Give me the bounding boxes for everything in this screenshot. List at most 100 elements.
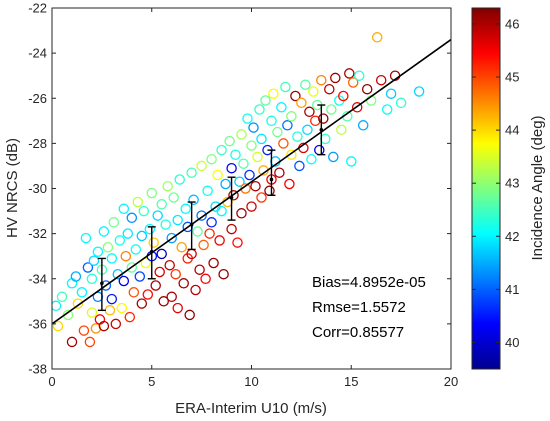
scatter-point: [118, 203, 130, 215]
x-tick-label: 10: [244, 374, 258, 389]
scatter-point: [180, 203, 191, 215]
scatter-point: [385, 88, 397, 99]
colorbar-ticks: 40 41 42 43 44 45 46: [472, 16, 519, 350]
scatter-point: [80, 232, 92, 244]
scatter-point: [150, 280, 161, 291]
error-bars: [97, 104, 326, 312]
scatter-point: [395, 97, 407, 109]
scatter-point: [268, 88, 279, 99]
error-bar: [97, 257, 106, 312]
scatter-point: [276, 102, 287, 113]
scatter-point: [286, 111, 297, 122]
scatter-point: [250, 180, 261, 192]
scatter-point: [381, 104, 393, 115]
scatter-point: [236, 208, 247, 219]
scatter-point: [176, 241, 187, 253]
scatter-point: [136, 298, 148, 309]
scatter-point: [296, 97, 307, 109]
scatter-point: [86, 307, 98, 318]
colorbar-tick-label: 43: [505, 176, 519, 191]
scatter-point: [256, 192, 267, 203]
scatter-point: [196, 210, 207, 221]
x-tick-label: 0: [48, 374, 55, 389]
scatter-point: [361, 83, 373, 95]
scatter-point: [188, 194, 199, 206]
scatter-point: [260, 95, 271, 106]
y-tick-label: -34: [28, 271, 47, 286]
error-bar-mean: [269, 177, 274, 182]
scatter-point: [252, 151, 263, 163]
scatter-point: [70, 271, 82, 282]
scatter-point: [154, 266, 165, 278]
scatter-point: [226, 223, 237, 235]
scatter-point: [186, 167, 197, 178]
scatter-point: [198, 239, 209, 251]
x-axis-label: ERA-Interim U10 (m/s): [175, 400, 327, 417]
scatter-point: [256, 133, 267, 145]
scatter-point: [190, 284, 201, 296]
scatter-point: [124, 311, 136, 323]
scatter-point: [194, 264, 205, 275]
scatter-point: [168, 192, 179, 203]
scatter-point: [246, 201, 257, 212]
scatter-point: [76, 287, 88, 298]
scatter-point: [126, 212, 138, 224]
scatter-point: [160, 219, 171, 230]
scatter-points: [52, 32, 425, 348]
scatter-point: [328, 151, 339, 163]
error-bar: [317, 104, 326, 156]
scatter-point: [236, 129, 247, 140]
scatter-point: [286, 149, 297, 160]
scatter-point: [98, 320, 110, 332]
scatter-point: [170, 268, 181, 280]
colorbar-tick-label: 44: [505, 123, 519, 138]
scatter-point: [156, 248, 167, 260]
scatter-point: [206, 153, 217, 165]
scatter-point: [234, 176, 245, 187]
stat-corr: Corr=0.85577: [312, 324, 404, 341]
scatter-point: [280, 81, 291, 93]
scatter-point: [130, 244, 142, 255]
scatter-point: [136, 230, 148, 242]
scatter-point: [212, 169, 223, 181]
scatter-point: [184, 309, 195, 321]
scatter-point: [254, 104, 265, 115]
scatter-point: [92, 246, 104, 257]
scatter-point: [230, 149, 241, 160]
error-bar-mean: [319, 128, 324, 132]
scatter-point: [158, 296, 169, 307]
scatter-point: [172, 214, 183, 226]
scatter-point: [200, 273, 211, 285]
scatter-point: [278, 138, 289, 149]
scatter-point: [52, 300, 62, 312]
scatter-point: [371, 32, 383, 43]
scatter-point: [318, 113, 329, 124]
scatter-point: [206, 217, 217, 228]
scatter-point: [134, 271, 146, 282]
scatter-point: [114, 235, 126, 246]
scatter-point: [56, 291, 68, 303]
scatter-point: [266, 115, 277, 127]
scatter-point: [166, 291, 177, 303]
scatter-point: [202, 185, 213, 197]
scatter-point: [172, 302, 183, 314]
scatter-point: [78, 325, 90, 336]
scatter-point: [122, 228, 134, 239]
scatter-point: [52, 320, 64, 332]
scatter-point: [116, 302, 128, 314]
scatter-point: [66, 336, 78, 348]
scatter-point: [72, 298, 84, 309]
scatter-point: [308, 86, 319, 97]
scatter-point: [238, 158, 249, 169]
colorbar: [471, 7, 501, 370]
scatter-point: [128, 287, 140, 298]
scatter-point: [142, 289, 154, 300]
scatter-point: [347, 77, 359, 88]
scatter-point: [214, 235, 225, 246]
stat-bias: Bias=4.8952e-05: [312, 274, 426, 291]
error-bar-mean: [149, 249, 154, 254]
scatter-point: [84, 336, 96, 348]
error-bar: [267, 149, 276, 196]
scatter-point: [132, 196, 144, 208]
scatter-point: [306, 153, 317, 165]
